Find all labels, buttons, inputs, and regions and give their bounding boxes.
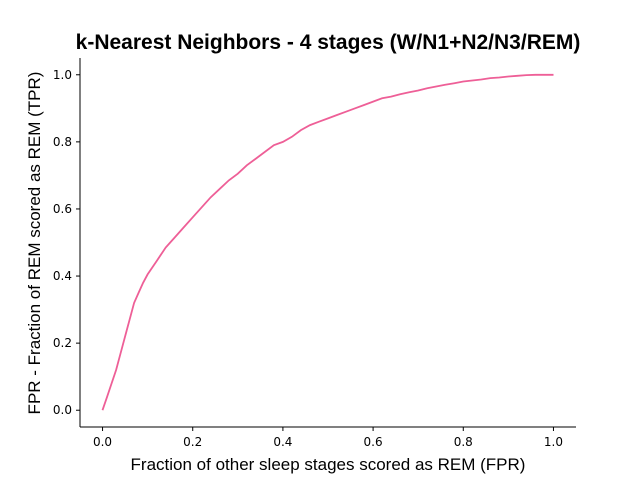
chart-title: k-Nearest Neighbors - 4 stages (W/N1+N2/… bbox=[76, 31, 581, 54]
y-tick-label: 0.2 bbox=[53, 336, 72, 350]
x-tick-label: 0.0 bbox=[93, 435, 112, 449]
y-tick-label: 0.4 bbox=[53, 269, 72, 283]
x-tick-label: 0.6 bbox=[364, 435, 383, 449]
x-axis-label: Fraction of other sleep stages scored as… bbox=[131, 455, 526, 474]
y-axis-label: FPR - Fraction of REM scored as REM (TPR… bbox=[25, 72, 44, 415]
x-tick-label: 0.8 bbox=[454, 435, 473, 449]
y-tick-label: 0.6 bbox=[53, 202, 72, 216]
roc-curve-line bbox=[101, 73, 554, 411]
y-axis-ticks: 0.0 0.2 0.4 0.6 0.8 1.0 bbox=[53, 68, 80, 417]
x-tick-label: 0.2 bbox=[183, 435, 202, 449]
y-tick-label: 1.0 bbox=[53, 68, 72, 82]
y-tick-label: 0.0 bbox=[53, 403, 72, 417]
x-tick-label: 1.0 bbox=[544, 435, 563, 449]
x-tick-label: 0.4 bbox=[273, 435, 292, 449]
y-tick-label: 0.8 bbox=[53, 135, 72, 149]
x-axis-ticks: 0.0 0.2 0.4 0.6 0.8 1.0 bbox=[93, 427, 563, 449]
